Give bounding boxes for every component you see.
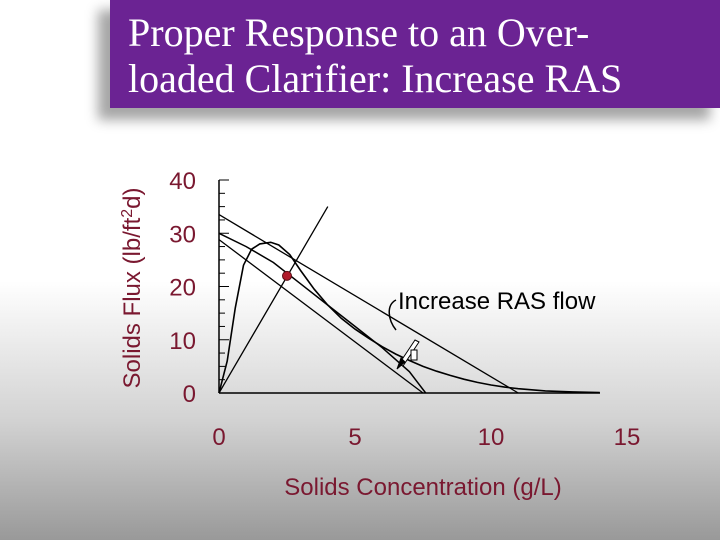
y-axis-title-main: Solids Flux (lb/ft (119, 217, 146, 388)
annotation-arrow-tail (410, 349, 418, 361)
x-axis-title: Solids Concentration (g/L) (284, 474, 561, 501)
annotation-arrow-head (396, 357, 406, 370)
series-overflow-line (218, 206, 329, 394)
y-tick-label: 10 (169, 328, 196, 355)
x-tick-label: 0 (212, 424, 225, 451)
x-tick-label: 5 (348, 424, 361, 451)
y-tick-label: 0 (183, 381, 196, 408)
y-tick-label: 40 (169, 168, 196, 195)
series-underflow-line-original (218, 239, 424, 394)
x-tick-label: 10 (478, 424, 505, 451)
chart-marks (282, 270, 292, 281)
annotation-leader (388, 299, 397, 331)
y-axis-title-tail: d) (119, 188, 146, 209)
annotation-arrow-shaft (398, 339, 420, 367)
series-underflow-line-increased-ras (218, 214, 519, 394)
title-bar: Proper Response to an Over- loaded Clari… (110, 0, 720, 108)
annotation-label: Increase RAS flow (398, 288, 596, 315)
y-tick-label: 20 (169, 275, 196, 302)
slide-title: Proper Response to an Over- loaded Clari… (128, 10, 623, 101)
y-axis-title: Solids Flux (lb/ft2d) (119, 188, 147, 389)
series-total-flux (218, 232, 427, 394)
x-tick-label: 15 (614, 424, 641, 451)
y-axis-title-sup: 2 (119, 209, 136, 218)
operating-point (282, 270, 292, 281)
chart-ticks: 0 10 20 30 40 0 5 10 15 (169, 168, 640, 451)
y-tick-label: 30 (169, 221, 196, 248)
